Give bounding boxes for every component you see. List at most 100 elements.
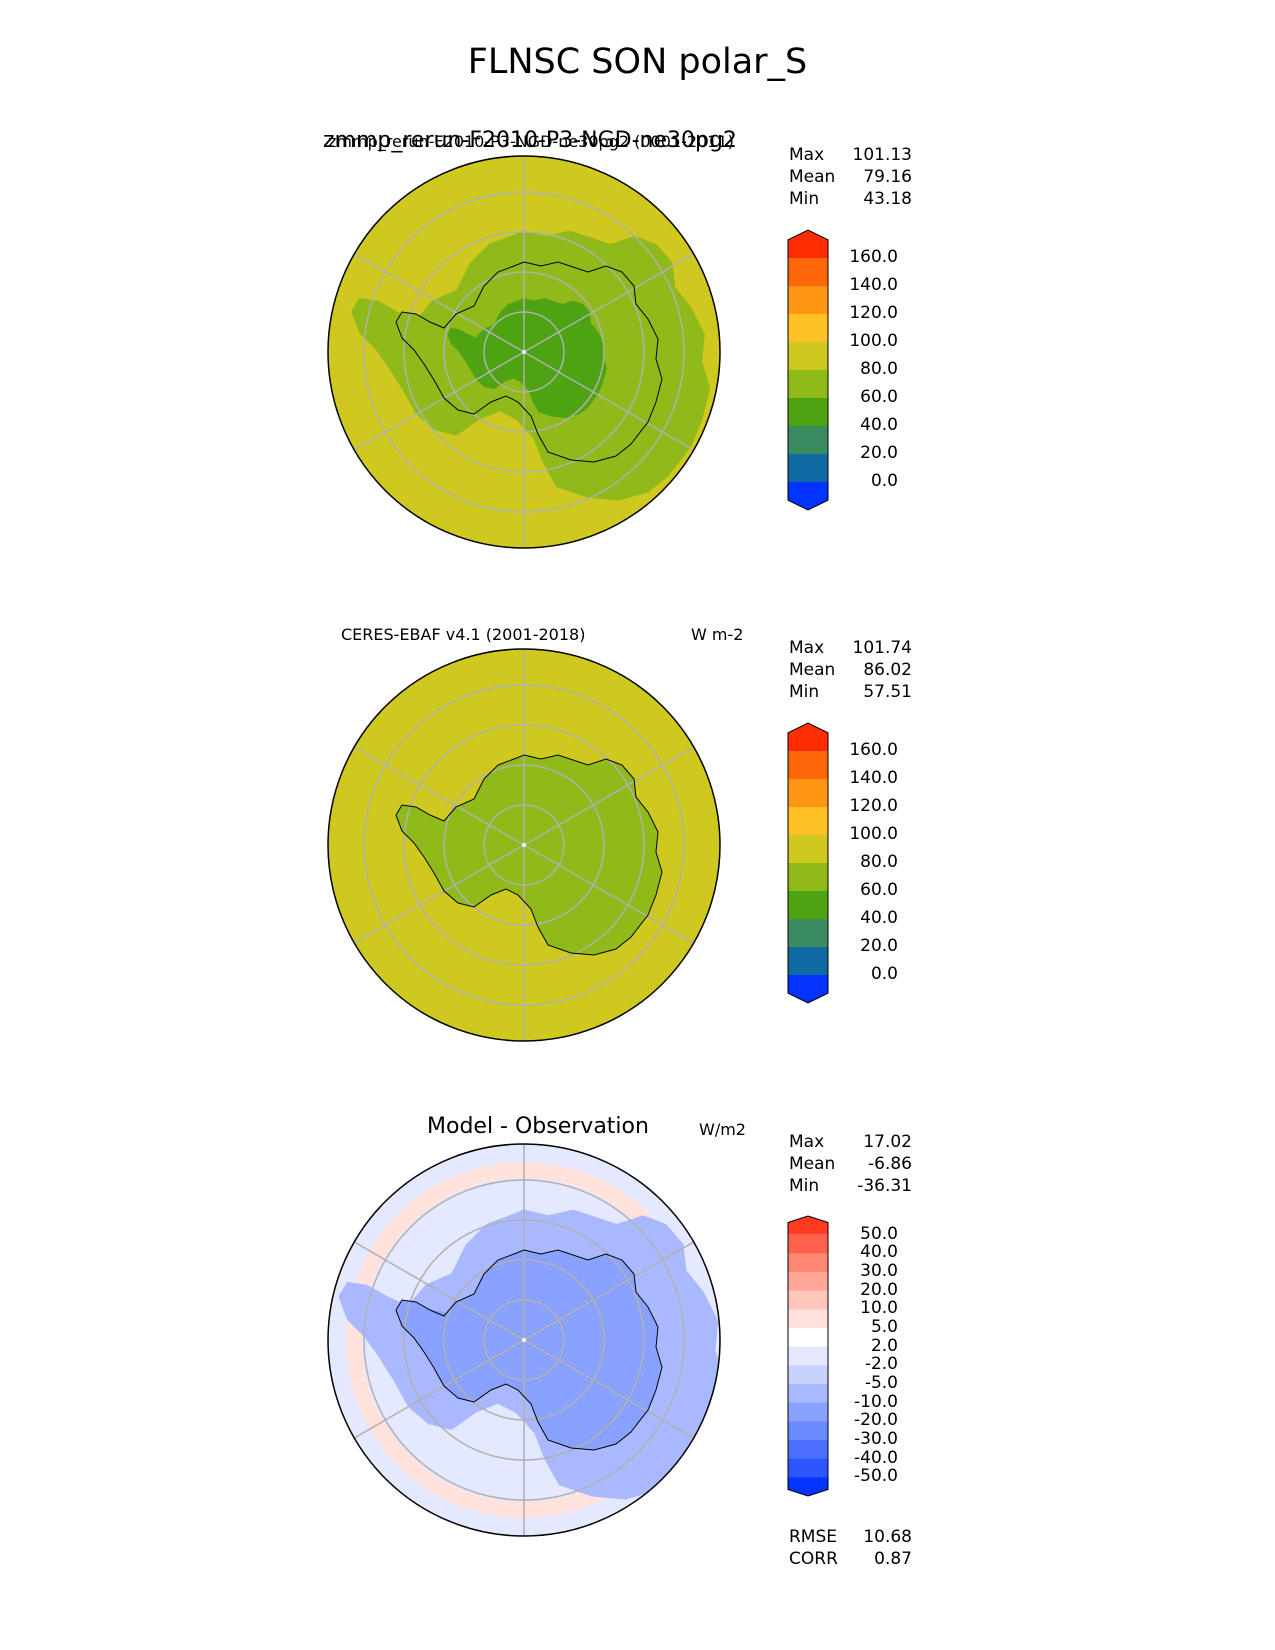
panel3-colorbar-tick-label: -30.0 xyxy=(854,1429,898,1449)
panel1-colorbar-tick-label: 140.0 xyxy=(849,275,898,295)
panel3-colorbar-tick-label: 2.0 xyxy=(870,1335,898,1356)
panel2-colorbar xyxy=(787,722,829,1004)
panel2-meridian xyxy=(523,744,698,846)
panel1-colorbar-segment xyxy=(788,426,828,455)
panel1-stat-label-min: Min xyxy=(789,189,820,209)
panel1-stat-min: 43.18 xyxy=(863,189,912,209)
panel1-colorbar-segment xyxy=(788,370,828,399)
panel1-colorbar-segment xyxy=(788,398,828,427)
panel1-colorbar-tick-label: 20.0 xyxy=(860,443,898,463)
panel3-colorbar-segment xyxy=(788,1421,828,1441)
panel2-colorbar-tick-label: 100.0 xyxy=(849,824,898,844)
panel2-pole-marker xyxy=(522,843,526,847)
panel3-stat-label-min: Min xyxy=(789,1176,820,1196)
panel3-colorbar-segment xyxy=(788,1309,828,1329)
panel1-title-b: zmmp_rerun-F2010-P3-NGD-ne30pg2 (0001-20… xyxy=(328,132,734,151)
panel3-colorbar-segment xyxy=(788,1328,828,1348)
panel1-meridian xyxy=(350,251,525,353)
panel3-colorbar-segment xyxy=(788,1440,828,1460)
panel3-colorbar-tick-label: -20.0 xyxy=(854,1410,898,1431)
panel1-polar-map xyxy=(327,155,721,549)
panel2-colorbar-segment xyxy=(788,975,828,1003)
panel2-colorbar-tick-label: 0.0 xyxy=(870,964,898,984)
panel1-colorbar xyxy=(787,229,829,511)
panel1-colorbar-segment xyxy=(788,314,828,343)
panel1-stat-max: 101.13 xyxy=(852,145,912,165)
panel3-corr-label: CORR xyxy=(789,1549,838,1569)
panel2-coastline xyxy=(395,754,663,956)
panel2-colorbar-segment xyxy=(788,891,828,920)
panel2-stat-max: 101.74 xyxy=(852,638,912,658)
panel3-stat-min: -36.31 xyxy=(857,1176,912,1196)
panel3-meridian xyxy=(523,1239,698,1341)
panel3-units: W/m2 xyxy=(699,1120,746,1139)
panel2-colorbar-segment xyxy=(788,723,828,751)
panel3-colorbar-segment xyxy=(788,1477,828,1496)
panel3-pole-marker xyxy=(522,1338,526,1342)
panel2-colorbar-segment xyxy=(788,947,828,976)
panel2-stat-min: 57.51 xyxy=(863,682,912,702)
panel3-colorbar-segment xyxy=(788,1384,828,1404)
panel3-meridian xyxy=(350,1339,525,1441)
panel2-meridian xyxy=(350,744,525,846)
panel3-colorbar-segment xyxy=(788,1365,828,1385)
panel3-colorbar-tick-label: -50.0 xyxy=(854,1466,898,1487)
panel1-stat-label-mean: Mean xyxy=(789,167,836,187)
panel1-map-border xyxy=(327,155,721,549)
panel3-colorbar-segment xyxy=(788,1402,828,1422)
panel1-stat-label-max: Max xyxy=(789,145,825,165)
panel3-stat-mean: -6.86 xyxy=(868,1154,912,1174)
panel2-title: CERES-EBAF v4.1 (2001-2018) xyxy=(341,625,586,644)
panel1-colorbar-segment xyxy=(788,454,828,483)
panel3-colorbar-outline xyxy=(787,1215,829,1497)
panel3-colorbar-segment xyxy=(788,1458,828,1478)
panel3-colorbar-segment xyxy=(788,1346,828,1366)
panel3-rmse-value: 10.68 xyxy=(863,1527,912,1547)
panel2-meridian xyxy=(350,844,525,946)
panel3-colorbar-tick-label: -5.0 xyxy=(864,1373,898,1393)
panel3-rmse-label: RMSE xyxy=(789,1527,838,1547)
panel3-colorbar-segment xyxy=(788,1216,828,1235)
panel3-colorbar xyxy=(787,1215,829,1497)
panel3-meridian xyxy=(350,1239,525,1341)
panel3-colorbar-tick-label: 50.0 xyxy=(860,1223,898,1244)
panel2-colorbar-segment xyxy=(788,919,828,948)
panel1-coastline xyxy=(395,261,663,463)
panel2-colorbar-outline xyxy=(787,722,829,1004)
panel1-meridian xyxy=(523,351,698,453)
panel3-map-border xyxy=(327,1143,721,1537)
panel1-colorbar-tick-label: 60.0 xyxy=(860,387,898,407)
panel3-interior-field xyxy=(428,1272,628,1423)
panel2-colorbar-tick-label: 140.0 xyxy=(849,768,898,788)
panel1-colorbar-tick-label: 0.0 xyxy=(870,471,898,491)
panel1-colorbar-tick-label: 120.0 xyxy=(849,303,898,323)
panel3-colorbar-segment xyxy=(788,1253,828,1273)
panel1-pole-marker xyxy=(522,350,526,354)
panel2-colorbar-tick-label: 160.0 xyxy=(849,740,898,760)
panel2-map-border xyxy=(327,648,721,1042)
panel2-colorbar-segment xyxy=(788,807,828,836)
panel1-meridian xyxy=(523,251,698,353)
panel2-colorbar-tick-label: 20.0 xyxy=(860,936,898,956)
panel2-stat-label-max: Max xyxy=(789,638,825,658)
panel1-colorbar-segment xyxy=(788,482,828,510)
panel1-colorbar-segment xyxy=(788,286,828,315)
panel3-meridian xyxy=(523,1339,698,1441)
panel2-stat-mean: 86.02 xyxy=(863,660,912,680)
panel3-colorbar-tick-label: 5.0 xyxy=(870,1317,898,1337)
panel3-title: Model - Observation xyxy=(427,1114,649,1139)
panel2-colorbar-segment xyxy=(788,835,828,864)
panel3-stat-label-max: Max xyxy=(789,1132,825,1152)
panel1-meridian xyxy=(350,351,525,453)
panel3-colorbar-tick-label: -10.0 xyxy=(854,1391,898,1412)
panel1-colorbar-segment xyxy=(788,342,828,371)
panel1-colorbar-tick-label: 80.0 xyxy=(860,359,898,379)
panel2-polar-map xyxy=(327,648,721,1042)
panel1-colorbar-segment xyxy=(788,230,828,258)
panel2-units: W m-2 xyxy=(691,625,744,644)
panel1-colorbar-outline xyxy=(787,229,829,511)
panel2-meridian xyxy=(523,844,698,946)
panel2-colorbar-tick-label: 80.0 xyxy=(860,852,898,872)
panel2-colorbar-tick-label: 120.0 xyxy=(849,796,898,816)
panel1-title-a: zmmp_rerun-F2010-P3-NGD-ne30pg2 xyxy=(323,128,737,153)
